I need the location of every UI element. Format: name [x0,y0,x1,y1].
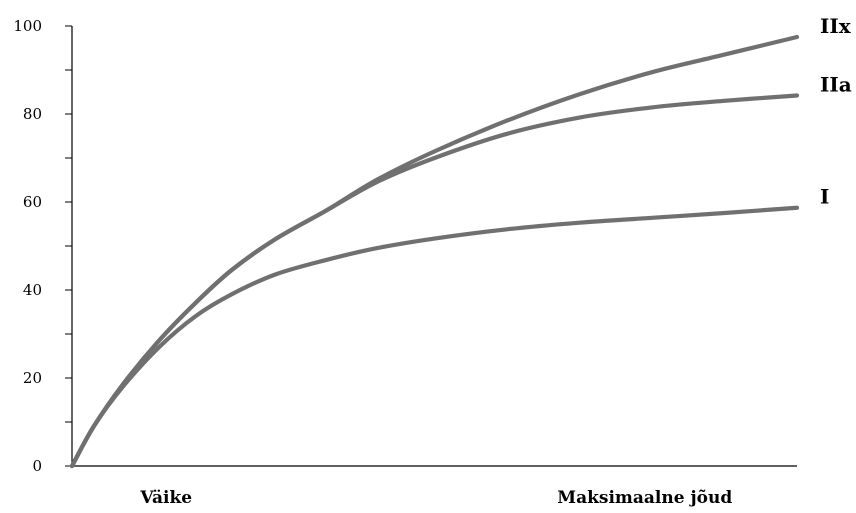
x-axis: Väike Maksimaalne jõud [72,465,797,508]
series-label-i: I [820,185,829,209]
x-category-labels: Väike Maksimaalne jõud [139,488,732,508]
series-line-iix [69,34,800,469]
y-tick-label: 20 [23,369,42,387]
y-tick-label: 60 [23,193,42,211]
x-category-label: Väike [139,488,192,508]
y-tick-label: 0 [32,457,42,475]
series-lines [69,34,800,469]
y-axis: 0 20 40 60 80 100 [13,17,73,475]
y-tick-label: 80 [23,105,42,123]
series-line-i [69,205,800,469]
y-tick-label: 100 [13,17,42,35]
series-label-iia: IIa [820,73,852,97]
series-label-iix: IIx [820,14,852,38]
y-ticks: 0 20 40 60 80 100 [13,17,72,475]
x-category-label: Maksimaalne jõud [557,488,732,508]
series-labels: I IIa IIx [820,14,852,209]
y-tick-label: 40 [23,281,42,299]
